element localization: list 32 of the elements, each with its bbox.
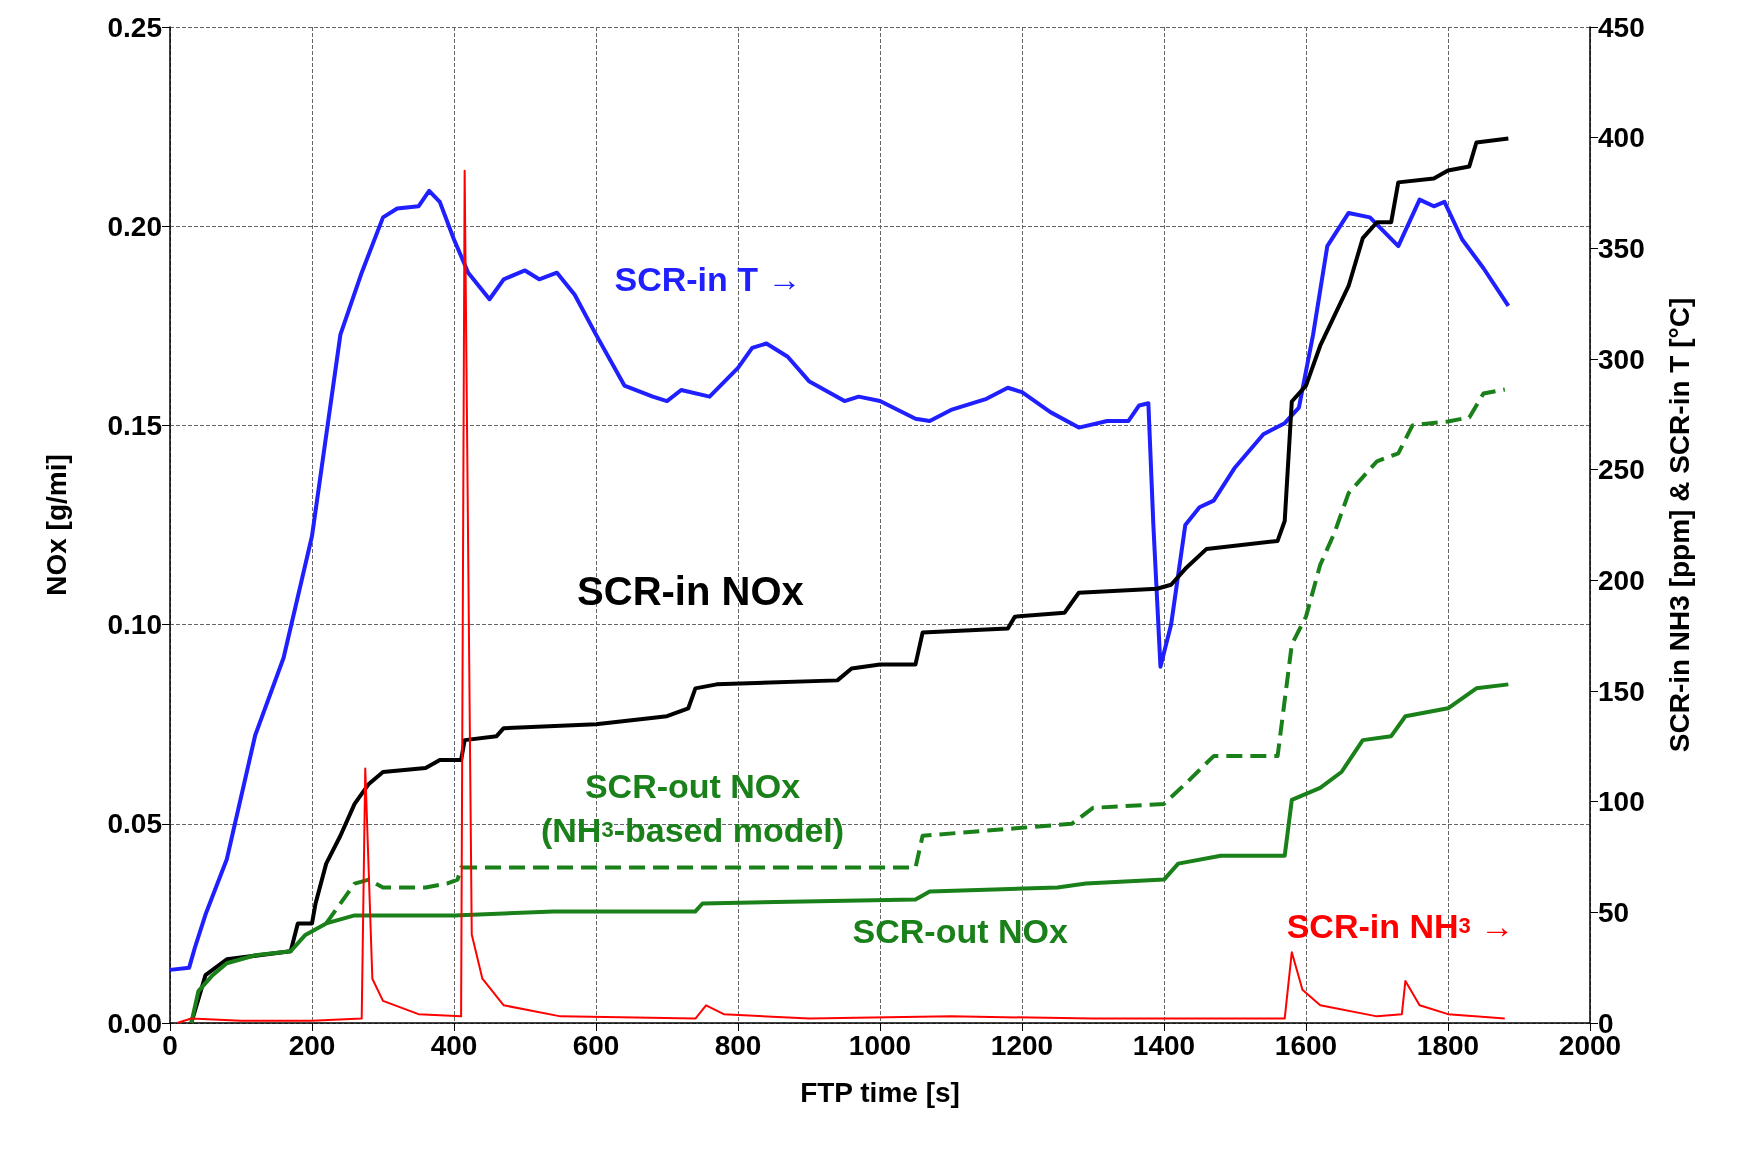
x-tick-label: 800 <box>714 1029 762 1061</box>
x-tick-label: 1600 <box>1274 1029 1338 1061</box>
y-tick-label: 0.25 <box>107 11 162 43</box>
series-label: SCR-in NH3 → <box>1286 906 1515 945</box>
y-axis-title: NOx [g/mi] <box>40 454 72 596</box>
x-axis-title: FTP time [s] <box>800 1076 960 1108</box>
y-tick-label: 0.15 <box>107 409 162 441</box>
x-tick-label: 1800 <box>1416 1029 1480 1061</box>
x-tick-label: 600 <box>572 1029 620 1061</box>
y2-tick-label: 50 <box>1598 896 1630 928</box>
x-tick-label: 200 <box>288 1029 336 1061</box>
x-tick-label: 1400 <box>1132 1029 1196 1061</box>
y2-axis-title: SCR-in NH3 [ppm] & SCR-in T [°C] <box>1663 297 1695 753</box>
series-label: SCR-out NOx <box>852 911 1068 950</box>
x-tick-label: 1000 <box>848 1029 912 1061</box>
x-tick-label: 400 <box>430 1029 478 1061</box>
y2-tick-label: 200 <box>1598 564 1645 596</box>
series-label: SCR-in NOx <box>577 568 804 613</box>
y2-tick-label: 100 <box>1598 786 1645 818</box>
series-label: SCR-in T → <box>614 260 802 299</box>
y2-tick-label: 450 <box>1598 11 1645 43</box>
y2-tick-label: 350 <box>1598 232 1645 264</box>
y-tick-label: 0.10 <box>107 609 162 641</box>
y-tick-label: 0.20 <box>107 210 162 242</box>
y-tick-label: 0.05 <box>107 808 162 840</box>
y2-tick-label: 250 <box>1598 454 1645 486</box>
y2-tick-label: 300 <box>1598 343 1645 375</box>
x-tick-label: 1200 <box>990 1029 1054 1061</box>
y-tick-label: 0.00 <box>107 1007 162 1039</box>
y2-tick-label: 400 <box>1598 122 1645 154</box>
y2-tick-label: 150 <box>1598 675 1645 707</box>
x-tick-label: 0 <box>162 1029 178 1061</box>
